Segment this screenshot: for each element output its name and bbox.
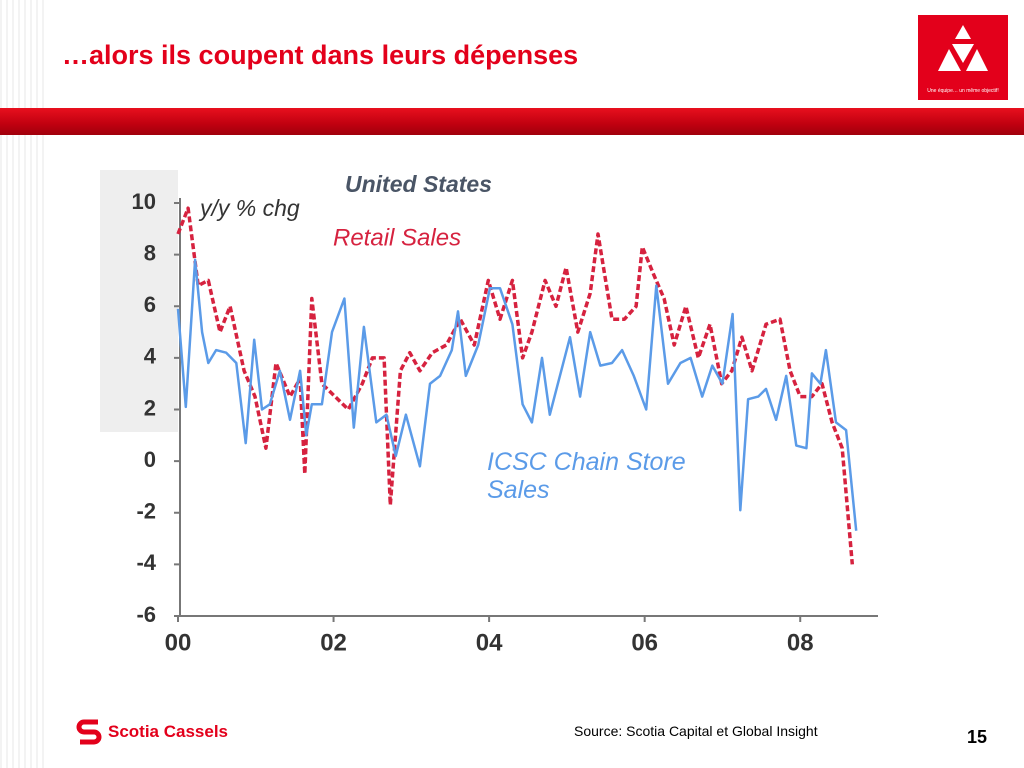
y-tick-label: 2 xyxy=(144,395,156,420)
slide-title: …alors ils coupent dans leurs dépenses xyxy=(62,40,579,70)
x-tick-label: 06 xyxy=(631,629,658,656)
y-tick-label: 10 xyxy=(132,189,156,214)
y-tick-label: 8 xyxy=(144,240,156,265)
chart-shade xyxy=(100,170,178,432)
chart-background xyxy=(100,170,890,660)
header-bar xyxy=(0,108,1024,135)
x-tick-label: 02 xyxy=(320,629,347,656)
legend-label: ICSC Chain Store Sales xyxy=(487,448,686,504)
y-axis-label: y/y % chg xyxy=(198,195,300,221)
y-tick-label: -2 xyxy=(136,499,156,524)
brand: Scotia Cassels xyxy=(108,722,229,741)
chart-title: United States xyxy=(345,171,492,197)
x-tick-label: 00 xyxy=(165,629,192,656)
brand-icon xyxy=(76,719,102,745)
page-number: 15 xyxy=(967,727,988,747)
x-tick-label: 04 xyxy=(476,629,503,656)
y-tick-label: -6 xyxy=(136,602,156,627)
source: Source: Scotia Capital et Global Insight xyxy=(574,723,818,739)
series-line xyxy=(176,258,858,531)
logo-icon xyxy=(938,25,988,71)
x-tick-label: 08 xyxy=(787,629,814,656)
y-tick-label: 0 xyxy=(144,447,156,472)
y-tick-label: -4 xyxy=(136,550,156,575)
logo xyxy=(918,15,1008,100)
series-line xyxy=(176,206,855,565)
y-tick-label: 6 xyxy=(144,292,156,317)
logo-tagline: Une équipe… un même objectif! xyxy=(927,88,999,94)
legend-label: Retail Sales xyxy=(333,224,461,251)
y-tick-label: 4 xyxy=(144,344,157,369)
